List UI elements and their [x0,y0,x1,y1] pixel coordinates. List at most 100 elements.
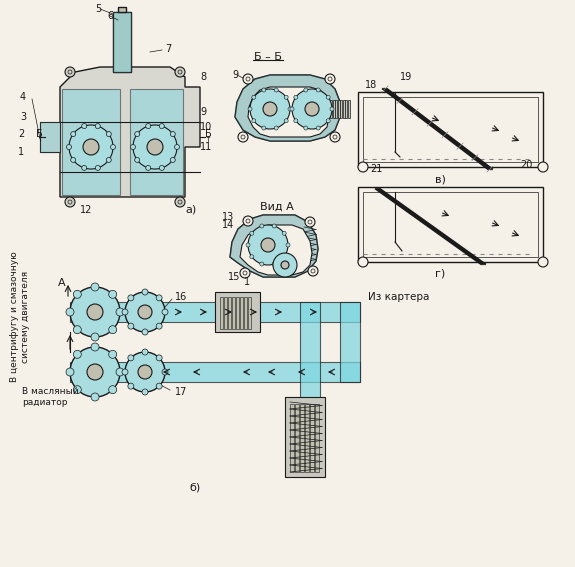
Circle shape [110,145,116,150]
Circle shape [538,257,548,267]
Circle shape [316,126,320,130]
Circle shape [162,369,168,375]
Text: В центрифугу и смазочную
систему двигателя: В центрифугу и смазочную систему двигате… [10,252,30,382]
Circle shape [159,124,164,129]
Circle shape [308,266,318,276]
Bar [295,404,299,472]
Circle shape [250,231,254,235]
Bar [363,192,538,257]
Circle shape [272,262,276,266]
Circle shape [294,119,298,123]
Text: 17: 17 [175,387,187,397]
Text: в): в) [435,174,446,184]
Text: 12: 12 [80,205,93,215]
Circle shape [170,132,175,137]
Circle shape [284,119,288,123]
Text: Из картера: Из картера [368,292,430,302]
Circle shape [326,95,330,99]
Bar [232,297,235,329]
Circle shape [263,102,277,116]
Circle shape [330,132,340,142]
Circle shape [71,158,76,162]
Circle shape [174,145,179,150]
Circle shape [261,238,275,252]
Circle shape [281,261,289,269]
Circle shape [316,88,320,92]
Polygon shape [240,225,312,275]
Bar [113,12,131,72]
Circle shape [125,292,165,332]
Bar [248,297,251,329]
Circle shape [116,308,124,316]
Circle shape [142,289,148,295]
Bar [118,7,126,12]
Circle shape [292,89,332,129]
Circle shape [138,365,152,379]
Circle shape [82,124,87,129]
Bar [220,297,223,329]
Circle shape [122,309,128,315]
Circle shape [246,243,250,247]
Circle shape [74,325,81,333]
Circle shape [95,124,100,129]
Circle shape [109,386,117,393]
Circle shape [128,383,134,389]
Circle shape [91,283,99,291]
Circle shape [131,145,136,150]
Bar [236,297,239,329]
Circle shape [74,290,81,298]
Circle shape [65,67,75,77]
Text: а): а) [185,204,196,214]
Circle shape [274,126,278,130]
Text: 19: 19 [400,72,412,82]
Circle shape [248,107,252,111]
Circle shape [290,107,294,111]
Circle shape [66,308,74,316]
Bar [70,362,360,382]
Text: Б: Б [205,129,212,139]
Text: 2: 2 [18,129,24,139]
Circle shape [83,139,99,155]
Circle shape [282,231,286,235]
Bar [310,404,314,472]
Circle shape [238,132,248,142]
Circle shape [260,224,264,228]
Circle shape [87,364,103,380]
Bar [340,100,342,118]
Circle shape [109,350,117,358]
Circle shape [326,119,330,123]
Circle shape [67,145,71,150]
Polygon shape [235,75,340,141]
Circle shape [305,102,319,116]
Text: 6: 6 [107,11,113,21]
Text: 5: 5 [95,4,101,14]
Circle shape [128,295,134,301]
Circle shape [358,257,368,267]
Circle shape [109,290,117,298]
Bar [343,100,344,118]
Text: 16: 16 [175,292,187,302]
Text: 4: 4 [20,92,26,102]
Bar [335,100,337,118]
Circle shape [70,347,120,397]
Circle shape [162,309,168,315]
Circle shape [133,125,177,169]
Bar [224,297,227,329]
Circle shape [109,325,117,333]
Text: 11: 11 [200,142,212,152]
Bar [345,100,347,118]
Text: 9: 9 [232,70,238,80]
Circle shape [142,329,148,335]
Circle shape [95,166,100,171]
Circle shape [74,350,81,358]
Circle shape [147,139,163,155]
Circle shape [262,88,266,92]
Circle shape [142,389,148,395]
Circle shape [250,89,290,129]
Circle shape [106,158,112,162]
Circle shape [288,107,292,111]
Circle shape [250,255,254,259]
Circle shape [71,132,76,137]
Bar [290,404,294,472]
Circle shape [156,323,162,329]
